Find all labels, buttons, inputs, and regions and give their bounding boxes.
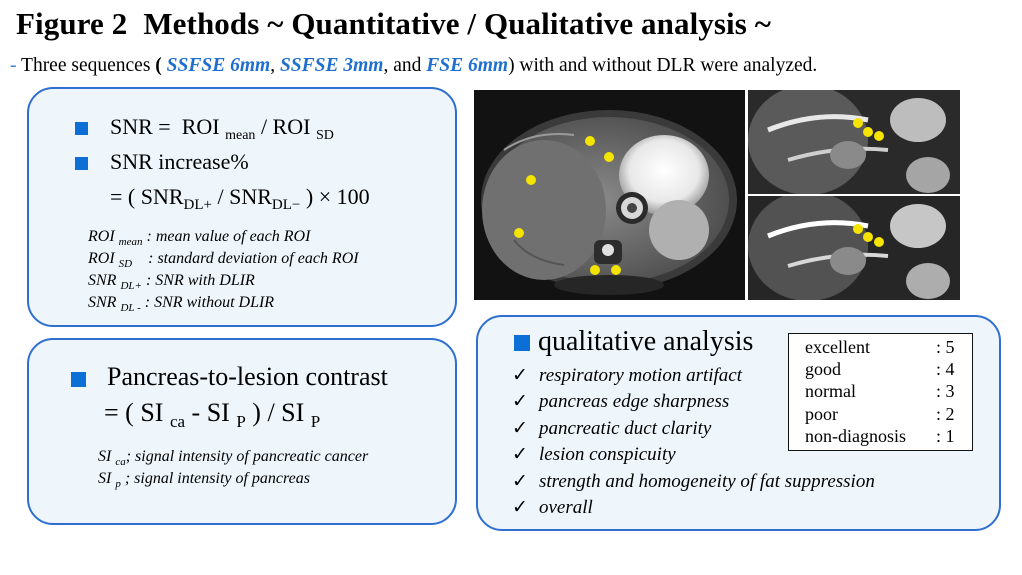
bullet-square [514,335,530,351]
score-value: : 5 [936,337,955,357]
mri-coronal-image-top [748,90,960,194]
score-scale-table: excellent : 5 good : 4 normal : 3 poor :… [788,333,973,451]
sequence-fse-6mm: FSE 6mm [426,55,509,76]
definition-si-ca: SI ca; signal intensity of pancreatic ca… [98,448,369,468]
mri-coronal-svg-top [748,90,960,194]
score-value: : 1 [936,426,955,446]
qualitative-title: qualitative analysis [538,326,754,357]
mri-axial-image [474,90,745,300]
definition-roi-mean: ROI mean : mean value of each ROI [88,228,311,248]
score-label: good [805,359,841,379]
criteria-item: ✓ pancreatic duct clarity [512,418,712,439]
criteria-item: ✓ respiratory motion artifact [512,365,743,386]
sequence-ssfse-6mm: SSFSE 6mm [166,55,271,76]
contrast-formula: = ( SI ca - SI P ) / SI P [104,398,321,431]
score-value: : 2 [936,404,955,424]
sequence-ssfse-3mm: SSFSE 3mm [279,55,384,76]
score-label: excellent [805,337,870,357]
criteria-item: ✓ lesion conspicuity [512,444,676,465]
contrast-label: Pancreas-to-lesion contrast [107,362,388,391]
snr-increase-label: SNR increase% [110,149,249,174]
score-label: poor [805,404,838,424]
bullet-square [75,157,88,170]
mri-axial-svg [474,90,745,300]
score-label: normal [805,381,856,401]
criteria-item: ✓ pancreas edge sharpness [512,391,730,412]
score-value: : 4 [936,359,955,379]
criteria-item: ✓ strength and homogeneity of fat suppres… [512,471,875,492]
definition-snr-dl-plus: SNR DL+ : SNR with DLIR [88,272,255,292]
snr-increase-formula: = ( SNRDL+ / SNRDL− ) × 100 [110,184,370,213]
bullet-square [71,372,86,387]
snr-formula: SNR = ROI mean / ROI SD [110,114,334,143]
figure-title: Figure 2 Methods ~ Quantitative / Qualita… [16,6,771,41]
mri-coronal-svg-bottom [748,196,960,300]
snr-panel [27,87,457,327]
definition-snr-dl-minus: SNR DL - : SNR without DLIR [88,294,275,314]
bullet-square [75,122,88,135]
contrast-panel [27,338,457,525]
mri-coronal-image-bottom [748,196,960,300]
figure-subtitle: - Three sequences ( SSFSE 6mm, SSFSE 3mm… [10,55,818,76]
criteria-item: ✓ overall [512,497,593,518]
score-label: non-diagnosis [805,426,906,446]
definition-roi-sd: ROI SD : standard deviation of each ROI [88,250,359,270]
definition-si-p: SI p ; signal intensity of pancreas [98,470,310,490]
score-value: : 3 [936,381,955,401]
